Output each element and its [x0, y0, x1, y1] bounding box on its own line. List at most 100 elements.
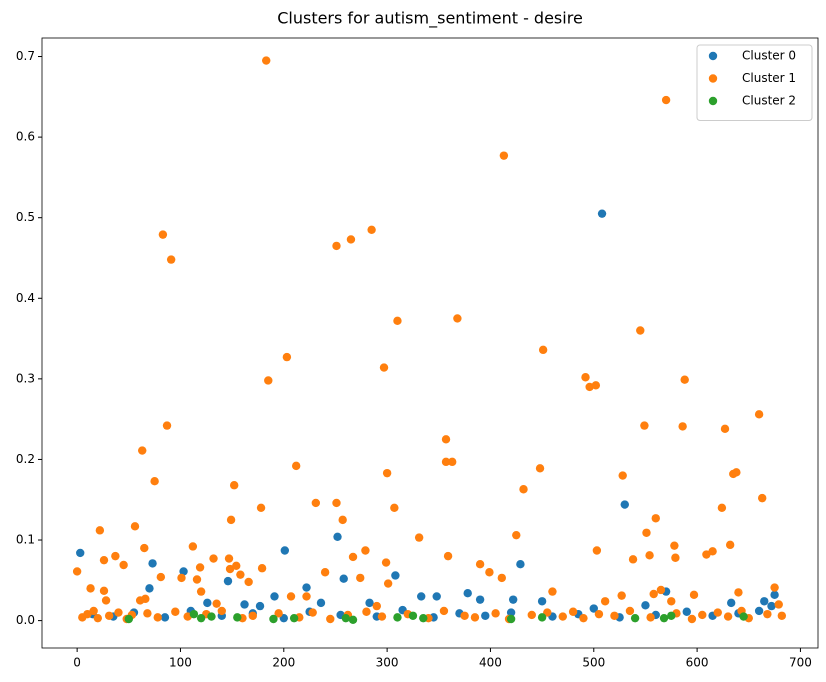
point — [286, 592, 296, 601]
point — [372, 601, 381, 611]
point — [196, 613, 206, 623]
point — [114, 608, 123, 617]
y-tick-label: 0.1 — [16, 533, 35, 547]
point — [171, 607, 180, 616]
point — [153, 613, 162, 622]
point — [667, 597, 676, 606]
point — [682, 607, 691, 616]
y-tick-label: 0.3 — [16, 371, 35, 385]
point — [362, 607, 371, 616]
point — [338, 515, 347, 525]
point — [702, 550, 711, 559]
point — [659, 613, 669, 623]
point — [713, 608, 722, 617]
point — [356, 573, 365, 583]
point — [223, 576, 233, 586]
y-tick-label: 0.7 — [16, 49, 35, 63]
point — [348, 615, 358, 624]
point — [209, 554, 218, 563]
point — [381, 558, 391, 567]
point — [308, 608, 317, 617]
point — [346, 235, 356, 244]
point — [379, 363, 389, 372]
point — [280, 546, 290, 555]
point — [95, 526, 105, 535]
point — [732, 468, 741, 477]
point — [630, 613, 640, 623]
point — [270, 592, 279, 601]
point — [158, 230, 168, 239]
y-tick-label: 0.0 — [16, 613, 35, 627]
point — [506, 608, 516, 617]
legend-label: Cluster 2 — [742, 94, 796, 108]
point — [72, 567, 82, 576]
point — [236, 570, 245, 579]
point — [678, 422, 687, 431]
point — [232, 561, 241, 571]
point — [538, 345, 548, 355]
point — [302, 583, 311, 592]
point — [417, 592, 426, 601]
point — [491, 609, 500, 618]
point — [646, 613, 655, 622]
x-tick-label: 500 — [582, 656, 605, 670]
x-tick-label: 300 — [376, 656, 399, 670]
x-tick-label: 200 — [272, 656, 295, 670]
point — [192, 575, 202, 584]
point — [568, 607, 578, 616]
point — [680, 375, 689, 384]
point — [670, 541, 679, 550]
point — [189, 609, 199, 619]
y-tick-label: 0.2 — [16, 452, 35, 466]
point — [119, 560, 128, 570]
point — [143, 609, 152, 618]
point — [594, 609, 604, 619]
point — [262, 56, 271, 65]
point — [311, 498, 321, 508]
point — [226, 515, 236, 525]
point — [727, 598, 736, 608]
point — [620, 500, 629, 509]
point — [138, 446, 147, 455]
point — [720, 424, 730, 434]
point — [600, 597, 610, 606]
legend-marker — [708, 51, 718, 61]
point — [141, 594, 150, 604]
point — [101, 596, 111, 605]
point — [332, 241, 341, 251]
point — [687, 614, 697, 624]
point — [760, 597, 769, 606]
x-tick-label: 700 — [789, 656, 812, 670]
point — [390, 503, 399, 512]
point — [628, 555, 638, 564]
point — [667, 611, 676, 620]
point — [255, 601, 265, 611]
point — [150, 476, 159, 486]
point — [156, 572, 166, 582]
point — [725, 540, 735, 550]
point — [414, 533, 424, 542]
point — [591, 381, 601, 390]
point — [579, 613, 588, 623]
point — [377, 612, 387, 621]
legend-marker — [708, 74, 718, 83]
point — [383, 579, 393, 588]
point — [248, 611, 257, 620]
point — [111, 551, 120, 561]
point — [617, 591, 626, 600]
point — [671, 553, 680, 562]
point — [463, 589, 472, 598]
point — [348, 552, 358, 562]
point — [589, 604, 598, 613]
point — [341, 613, 350, 623]
point — [203, 598, 212, 608]
point — [443, 551, 453, 561]
point — [333, 532, 342, 541]
point — [332, 498, 341, 508]
point — [717, 503, 727, 512]
point — [391, 571, 400, 580]
point — [291, 461, 301, 471]
point — [642, 528, 651, 537]
